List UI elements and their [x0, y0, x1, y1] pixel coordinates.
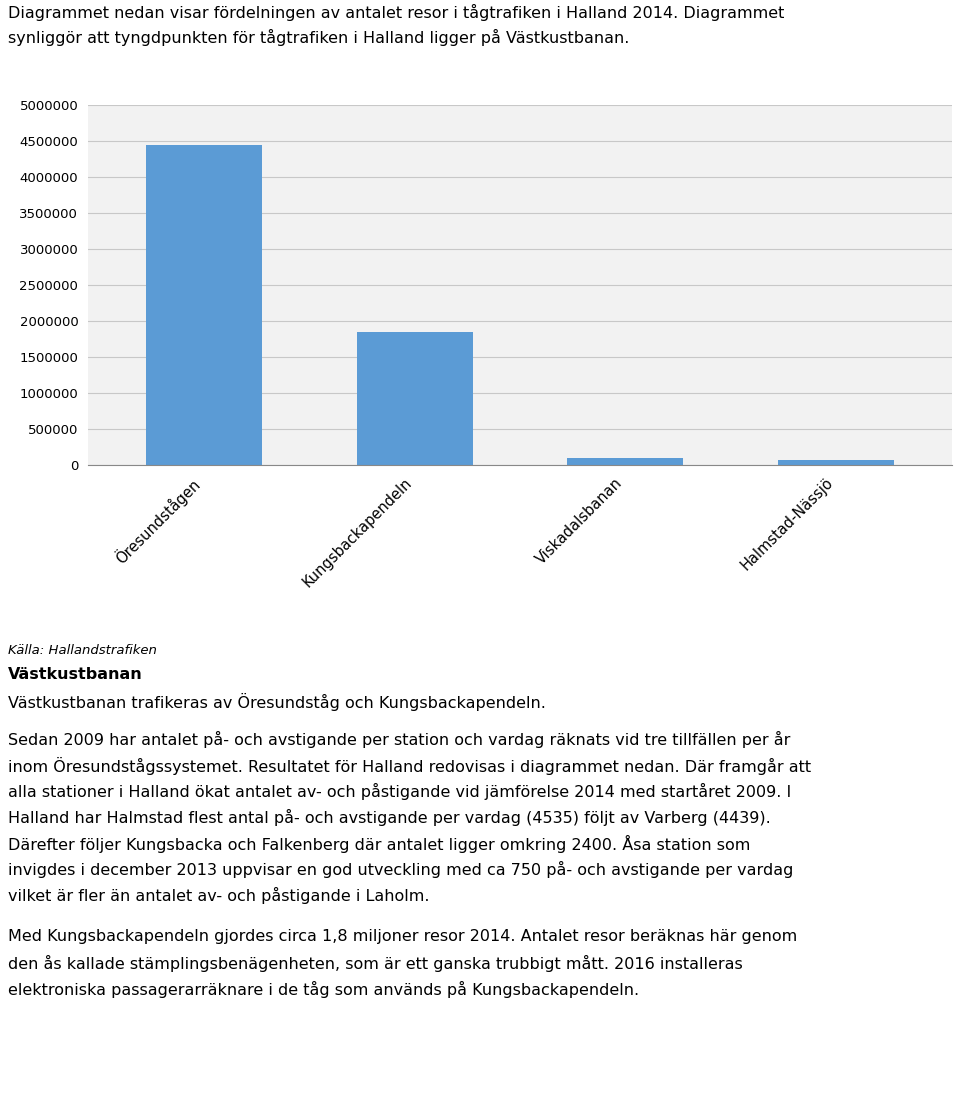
- Text: Diagrammet nedan visar fördelningen av antalet resor i tågtrafiken i Halland 201: Diagrammet nedan visar fördelningen av a…: [8, 4, 784, 45]
- Text: Källa: Hallandstrafiken: Källa: Hallandstrafiken: [8, 645, 156, 657]
- Bar: [357, 331, 472, 465]
- Text: Halland har Halmstad flest antal på- och avstigande per vardag (4535) följt av V: Halland har Halmstad flest antal på- och…: [8, 809, 771, 827]
- Text: den ås kallade stämplingsbenägenheten, som är ett ganska trubbigt mått. 2016 ins: den ås kallade stämplingsbenägenheten, s…: [8, 955, 743, 972]
- Text: Med Kungsbackapendeln gjordes circa 1,8 miljoner resor 2014. Antalet resor beräk: Med Kungsbackapendeln gjordes circa 1,8 …: [8, 929, 797, 944]
- Text: Därefter följer Kungsbacka och Falkenberg där antalet ligger omkring 2400. Åsa s: Därefter följer Kungsbacka och Falkenber…: [8, 835, 751, 853]
- Bar: [567, 458, 684, 465]
- Text: inom Öresundstågssystemet. Resultatet för Halland redovisas i diagrammet nedan. : inom Öresundstågssystemet. Resultatet fö…: [8, 757, 811, 774]
- Bar: [779, 460, 894, 465]
- Text: Västkustbanan trafikeras av Öresundståg och Kungsbackapendeln.: Västkustbanan trafikeras av Öresundståg …: [8, 692, 546, 711]
- Text: vilket är fler än antalet av- och påstigande i Laholm.: vilket är fler än antalet av- och påstig…: [8, 888, 429, 904]
- Text: TÅGTRAFIK: ANTAL RESOR 2014: TÅGTRAFIK: ANTAL RESOR 2014: [312, 76, 648, 96]
- Bar: [146, 145, 262, 465]
- Text: Västkustbanan: Västkustbanan: [8, 667, 143, 683]
- Text: invigdes i december 2013 uppvisar en god utveckling med ca 750 på- och avstigand: invigdes i december 2013 uppvisar en god…: [8, 861, 793, 878]
- Text: Sedan 2009 har antalet på- och avstigande per station och vardag räknats vid tre: Sedan 2009 har antalet på- och avstigand…: [8, 731, 790, 748]
- Text: elektroniska passagerarräknare i de tåg som används på Kungsbackapendeln.: elektroniska passagerarräknare i de tåg …: [8, 981, 639, 998]
- Text: alla stationer i Halland ökat antalet av- och påstigande vid jämförelse 2014 med: alla stationer i Halland ökat antalet av…: [8, 783, 791, 800]
